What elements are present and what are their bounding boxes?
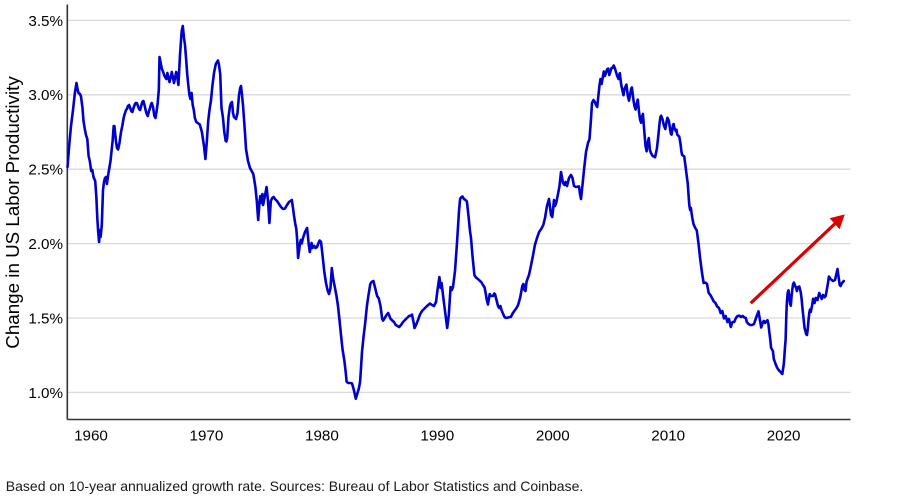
svg-text:2.0%: 2.0% <box>28 236 63 253</box>
svg-text:1980: 1980 <box>305 428 339 445</box>
svg-text:2020: 2020 <box>767 428 801 445</box>
svg-text:2.5%: 2.5% <box>28 162 63 179</box>
svg-text:3.0%: 3.0% <box>28 87 63 104</box>
svg-text:2000: 2000 <box>536 428 570 445</box>
svg-text:2010: 2010 <box>651 428 685 445</box>
svg-text:1990: 1990 <box>420 428 454 445</box>
svg-text:1.0%: 1.0% <box>28 385 63 402</box>
svg-text:Based on 10-year annualized gr: Based on 10-year annualized growth rate.… <box>6 478 583 494</box>
svg-text:1.5%: 1.5% <box>28 310 63 327</box>
svg-text:1960: 1960 <box>74 428 108 445</box>
svg-text:Change in US Labor Productivit: Change in US Labor Productivity <box>2 76 23 349</box>
svg-text:1970: 1970 <box>190 428 224 445</box>
svg-text:3.5%: 3.5% <box>28 13 63 30</box>
